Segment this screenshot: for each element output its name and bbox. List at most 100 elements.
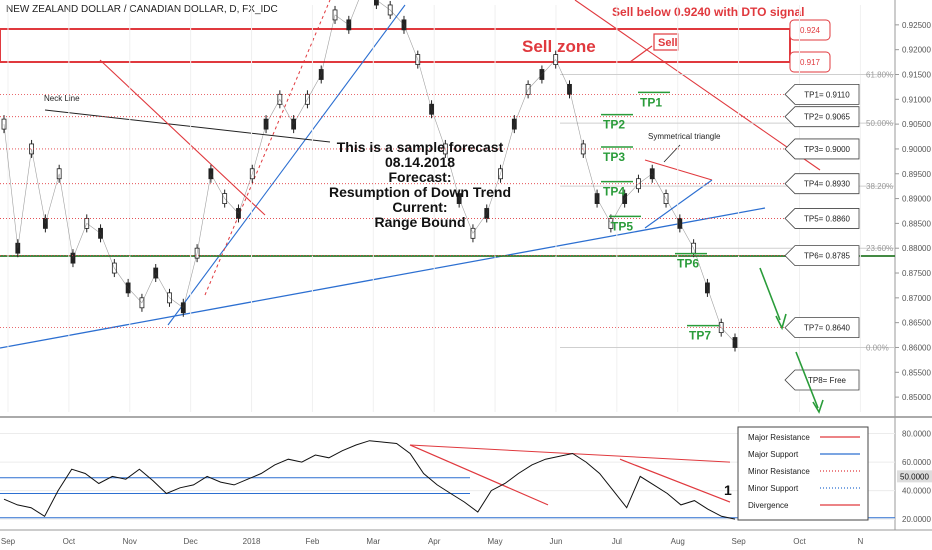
- osc-tick-label: 20.0000: [902, 515, 931, 524]
- price-tick-label: 0.91500: [902, 70, 931, 79]
- sell-pointer: [629, 45, 653, 63]
- minor-resistance-line: [204, 0, 331, 296]
- time-tick-label: 2018: [243, 537, 261, 546]
- price-tick-label: 0.91000: [902, 95, 931, 104]
- divergence-marker: 1: [724, 482, 732, 498]
- sell-zone-label: Sell zone: [522, 37, 596, 56]
- price-tick-label: 0.85500: [902, 368, 931, 377]
- tp-layer: TP1 TP1= 0.9110 TP2 TP2= 0.9065 TP3 TP3= 0.90…: [0, 83, 860, 391]
- tp-value-box: [784, 173, 860, 195]
- candle-body: [373, 0, 379, 6]
- triangle-label: Symmetrical triangle: [648, 132, 721, 141]
- fib-layer: 61.80% 50.00% 38.20% 23.60% 0.00%: [560, 70, 895, 352]
- tp-marker-label: TP4: [603, 185, 625, 199]
- triangle-lower: [644, 179, 713, 229]
- tp-value-box: [784, 208, 860, 229]
- tp-value-label: TP4= 0.8930: [804, 180, 851, 189]
- tp-marker-label: TP5: [611, 219, 633, 233]
- price-tick-label: 0.86000: [902, 343, 931, 352]
- time-tick-label: Dec: [184, 537, 198, 546]
- forecast-line-1: This is a sample forecast: [337, 139, 504, 155]
- rising-support-line: [167, 4, 406, 326]
- sell-zone-band: [0, 28, 791, 63]
- price-tick-label: 0.86500: [902, 319, 931, 328]
- tp-value-label: TP7= 0.8640: [804, 324, 851, 333]
- tp-value-box: [784, 106, 860, 128]
- time-tick-label: N: [857, 537, 863, 546]
- forecast-line-2: 08.14.2018: [385, 154, 455, 170]
- fib-level-label: 23.60%: [866, 244, 893, 253]
- tp-value-box: [784, 369, 860, 391]
- time-tick-label: Sep: [731, 537, 746, 546]
- fib-level-label: 0.00%: [866, 343, 889, 352]
- fib-level-label: 61.80%: [866, 70, 893, 79]
- time-tick-label: Oct: [63, 537, 76, 546]
- tp-value-box: [784, 138, 860, 160]
- time-tick-label: Mar: [366, 537, 380, 546]
- forecast-line-6: Range Bound: [375, 214, 466, 230]
- oscillator-line: [3, 440, 736, 520]
- tp-marker-label: TP3: [603, 150, 625, 164]
- time-tick-label: Apr: [428, 537, 441, 546]
- osc-tick-label: 40.0000: [902, 487, 931, 496]
- chart-title: NEW ZEALAND DOLLAR / CANADIAN DOLLAR, D,…: [6, 4, 278, 15]
- price-tick-label: 0.92500: [902, 21, 931, 30]
- tp-value-label: TP5= 0.8860: [804, 214, 851, 223]
- forecast-line-5: Current:: [392, 199, 447, 215]
- tp-value-box: [784, 317, 860, 339]
- osc-tick-label: 60.0000: [902, 458, 931, 467]
- neck-line-label: Neck Line: [44, 94, 80, 103]
- osc-divergence-line: [619, 458, 731, 503]
- time-tick-label: Oct: [793, 537, 806, 546]
- time-tick-label: May: [488, 537, 503, 546]
- price-path-line: [3, 0, 736, 343]
- price-tick-label: 0.92000: [902, 46, 931, 55]
- price-tick-label: 0.88000: [902, 244, 931, 253]
- triangle-upper: [644, 159, 713, 181]
- legend-label: Minor Resistance: [748, 467, 810, 476]
- tp-value-label: TP2= 0.9065: [804, 113, 851, 122]
- major-support-line: [0, 207, 766, 349]
- price-tick-label: 0.87500: [902, 269, 931, 278]
- sell-box-label: Sell: [658, 37, 678, 49]
- legend: Major Resistance Major Support Minor Resis…: [748, 433, 860, 510]
- fib-level-label: 38.20%: [866, 182, 893, 191]
- price-tick-label: 0.89500: [902, 170, 931, 179]
- price-axis: 0.92500 0.92000 0.91500 0.91000 0.90500 0.900…: [895, 21, 931, 402]
- forecast-arrow-1: [759, 267, 781, 321]
- descending-resistance-1: [99, 59, 266, 216]
- tp-marker-label: TP2: [603, 118, 625, 132]
- zone-upper-label: 0.924: [800, 26, 821, 35]
- legend-label: Major Support: [748, 450, 799, 459]
- forecast-arrow-2-head: [812, 399, 824, 414]
- price-tick-label: 0.85000: [902, 393, 931, 402]
- price-tick-label: 0.90000: [902, 145, 931, 154]
- osc-resistance-line: [409, 444, 731, 463]
- legend-label: Major Resistance: [748, 433, 810, 442]
- osc-divergence-line: [409, 444, 549, 506]
- forecast-line-3: Forecast:: [388, 169, 451, 185]
- price-tick-label: 0.88500: [902, 219, 931, 228]
- tp-marker-label: TP6: [677, 257, 699, 271]
- candle-body: [732, 337, 738, 348]
- time-tick-label: Nov: [123, 537, 137, 546]
- tp-value-label: TP1= 0.9110: [804, 90, 850, 99]
- time-axis: Sep Oct Nov Dec 2018 Feb Mar Apr May Jun Jul Aug Sep…: [1, 537, 864, 546]
- tp-value-box: [784, 245, 860, 267]
- tp-value-label: TP3= 0.9000: [804, 145, 851, 154]
- time-tick-label: Jun: [550, 537, 563, 546]
- descending-resistance-2: [574, 0, 821, 171]
- time-tick-label: Feb: [306, 537, 320, 546]
- legend-label: Minor Support: [748, 484, 799, 493]
- signal-text: Sell below 0.9240 with DTO signal: [612, 5, 805, 19]
- zone-lower-box: [789, 51, 831, 73]
- osc-current-label: 50.0000: [900, 472, 929, 481]
- tp-value-label: TP8= Free: [808, 376, 847, 385]
- tp-value-box: [784, 83, 860, 105]
- price-tick-label: 0.87000: [902, 294, 931, 303]
- price-tick-label: 0.90500: [902, 120, 931, 129]
- forecast-arrow-1-head: [775, 313, 787, 331]
- grid-layer: [7, 5, 861, 412]
- tp-marker-label: TP1: [640, 95, 662, 109]
